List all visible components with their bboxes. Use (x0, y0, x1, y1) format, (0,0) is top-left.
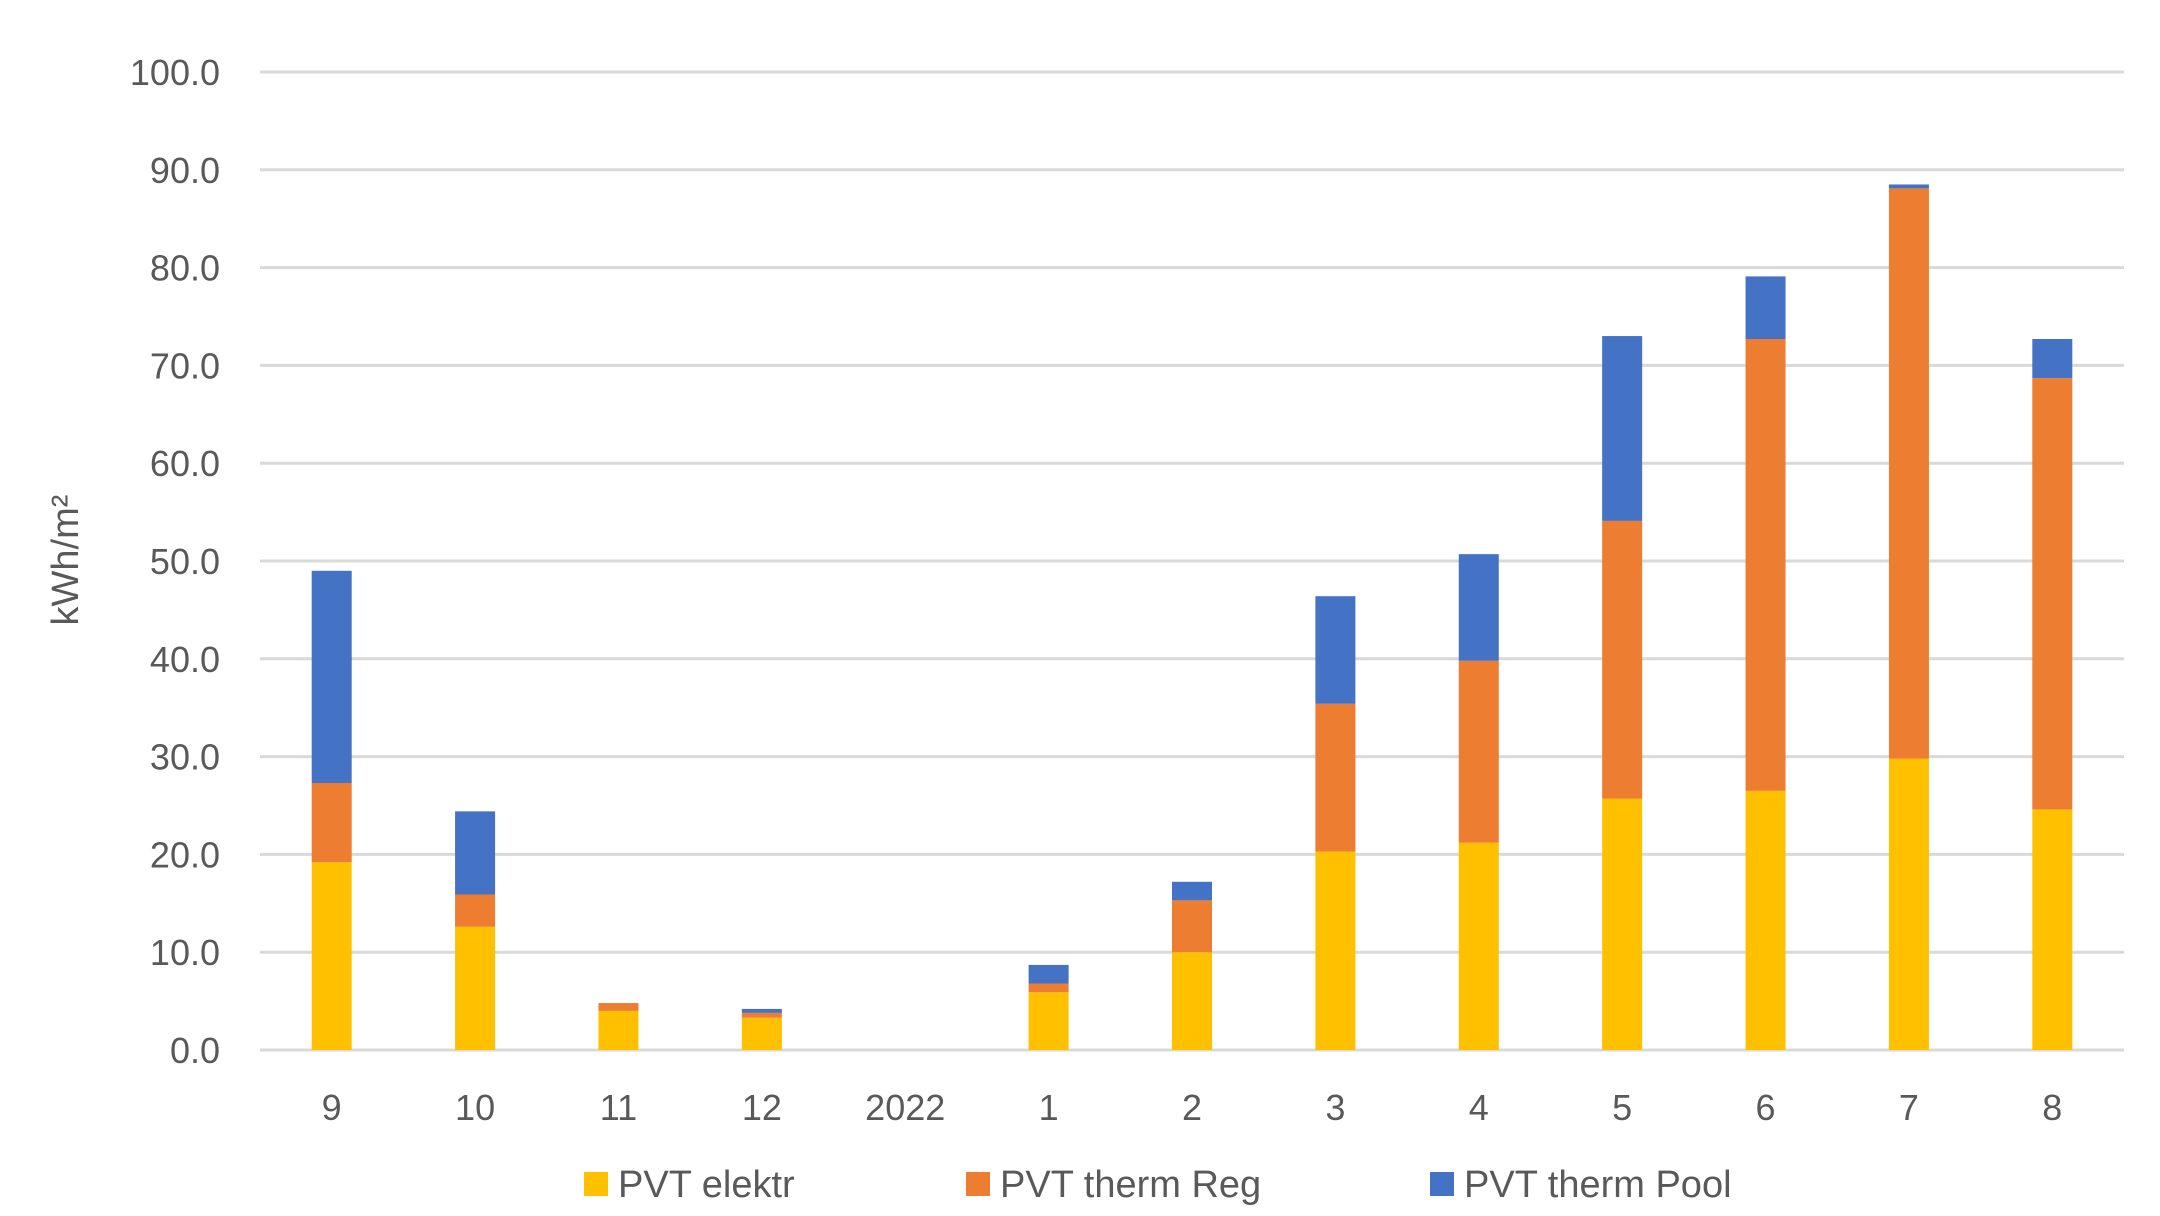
bar-segment (1028, 964, 1069, 984)
bar-segment (1602, 336, 1643, 521)
bar-segment (2032, 378, 2073, 810)
y-tick-label: 10.0 (150, 932, 220, 973)
legend-swatch (1430, 1172, 1454, 1196)
bar-segment (1602, 520, 1643, 799)
bar-segment (741, 1008, 782, 1013)
legend-swatch (584, 1172, 608, 1196)
legend-swatch (966, 1172, 990, 1196)
y-tick-label: 90.0 (150, 150, 220, 191)
bar-segment (1888, 758, 1929, 1050)
bar-segment (1458, 554, 1499, 661)
bar-segment (1028, 992, 1069, 1050)
bar-segment (1745, 338, 1786, 791)
y-tick-label: 70.0 (150, 345, 220, 386)
bar-segment (1602, 798, 1643, 1050)
bar-segment (1745, 276, 1786, 339)
bar-segment (1458, 660, 1499, 843)
bar-segment (311, 570, 352, 784)
bar-segment (1172, 952, 1212, 1050)
bar-segment (311, 862, 352, 1050)
bar-segment (598, 1003, 639, 1011)
x-tick-label: 8 (2042, 1087, 2062, 1128)
y-axis-title: kWh/m² (45, 495, 87, 626)
y-axis-ticks: 0.0 10.0 20.0 30.0 40.0 50.0 60.0 70.0 80.0 90.0 1… (130, 52, 220, 1071)
y-tick-label: 30.0 (150, 737, 220, 778)
bar-segment (455, 894, 496, 927)
legend-label: PVT therm Reg (1000, 1164, 1261, 1206)
y-tick-label: 20.0 (150, 834, 220, 875)
bar-segment (1888, 188, 1929, 759)
bar-segment (1458, 842, 1499, 1050)
bar-segment (1172, 900, 1212, 953)
x-axis-ticks: 9 10 11 12 2022 1 2 3 4 5 6 7 8 (322, 1087, 2063, 1128)
bar-segment (455, 926, 496, 1050)
gridlines (260, 70, 2124, 1052)
bar-segment (1315, 596, 1356, 704)
x-tick-label: 12 (742, 1087, 782, 1128)
legend-label: PVT elektr (618, 1164, 795, 1206)
bar-segment (598, 1010, 639, 1050)
y-tick-label: 100.0 (130, 52, 220, 93)
legend-label: PVT therm Pool (1464, 1164, 1732, 1206)
x-tick-label: 6 (1756, 1087, 1776, 1128)
x-tick-label: 10 (455, 1087, 495, 1128)
bar-segment (1745, 790, 1786, 1050)
bar-segment (2032, 809, 2073, 1050)
y-tick-label: 60.0 (150, 443, 220, 484)
bar-segment (1888, 184, 1929, 189)
bar-segment (455, 811, 496, 895)
bars (311, 184, 2073, 1050)
x-tick-label: 3 (1325, 1087, 1345, 1128)
y-tick-label: 80.0 (150, 248, 220, 289)
bar-segment (741, 1012, 782, 1018)
x-tick-label: 7 (1899, 1087, 1919, 1128)
bar-segment (1028, 983, 1069, 993)
x-tick-label: 1 (1039, 1087, 1059, 1128)
bar-segment (741, 1017, 782, 1050)
legend: PVT elektr PVT therm Reg PVT therm Pool (584, 1164, 1732, 1206)
bar-segment (1172, 881, 1212, 901)
y-tick-label: 0.0 (170, 1030, 220, 1071)
bar-segment (1315, 703, 1356, 852)
x-tick-label: 2 (1182, 1087, 1202, 1128)
y-tick-label: 40.0 (150, 639, 220, 680)
bar-segment (1315, 851, 1356, 1050)
x-tick-label: 2022 (865, 1087, 945, 1128)
x-tick-label: 4 (1469, 1087, 1489, 1128)
y-tick-label: 50.0 (150, 541, 220, 582)
bar-segment (2032, 338, 2073, 379)
x-tick-label: 11 (600, 1087, 637, 1128)
bar-segment (311, 783, 352, 863)
x-tick-label: 9 (322, 1087, 342, 1128)
x-tick-label: 5 (1612, 1087, 1632, 1128)
